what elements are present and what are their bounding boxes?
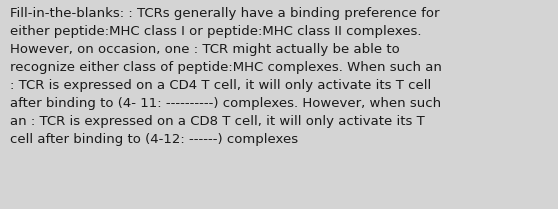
Text: Fill-in-the-blanks: : TCRs generally have a binding preference for
either peptid: Fill-in-the-blanks: : TCRs generally hav…: [10, 7, 442, 146]
